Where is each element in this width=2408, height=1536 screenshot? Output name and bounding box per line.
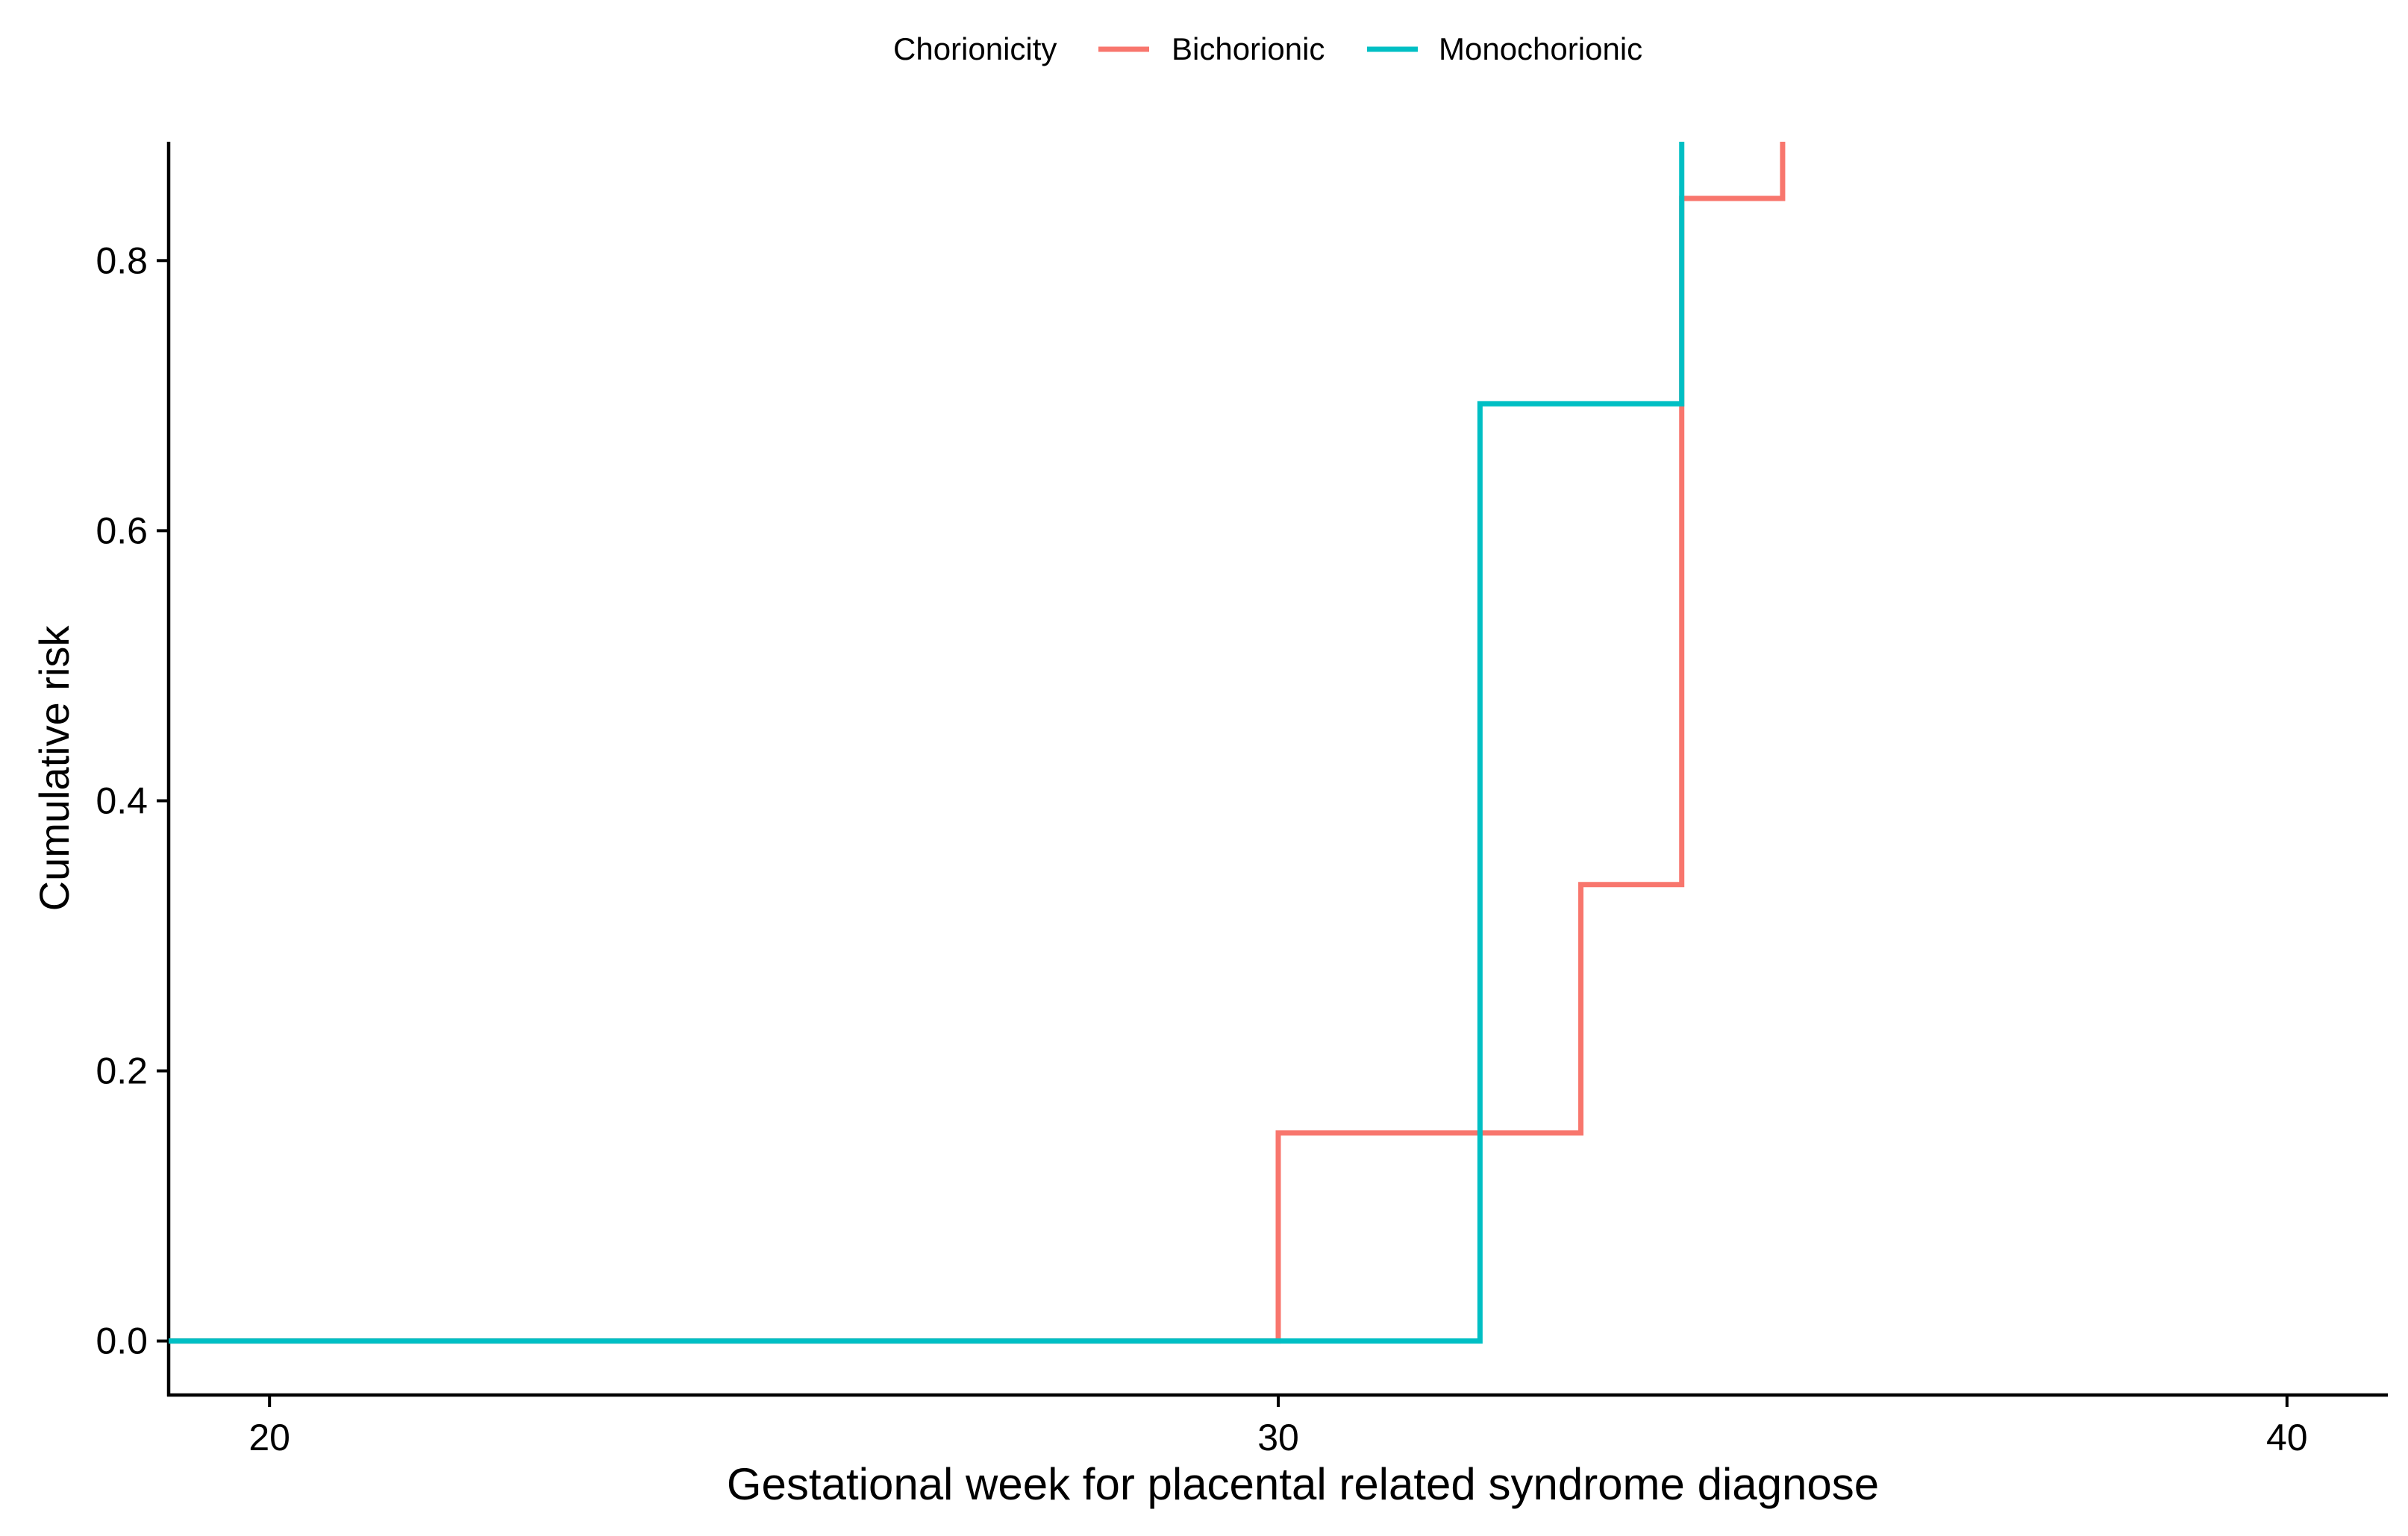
legend-title: Chorionicity xyxy=(893,31,1057,66)
x-tick-label: 30 xyxy=(1257,1417,1299,1458)
y-tick-label: 0.2 xyxy=(96,1050,148,1092)
y-ticks: 0.0 0.2 0.4 0.6 0.8 xyxy=(96,239,169,1362)
y-tick-label: 0.8 xyxy=(96,239,148,281)
y-axis-title: Cumulative risk xyxy=(31,625,78,912)
series-line-bichorionic xyxy=(169,142,1786,1344)
x-axis-title: Gestational week for placental related s… xyxy=(727,1459,1879,1509)
x-tick-label: 40 xyxy=(2266,1417,2308,1458)
x-ticks: 20 30 40 xyxy=(248,1395,2308,1458)
y-tick-label: 0.0 xyxy=(96,1320,148,1362)
x-tick-label: 20 xyxy=(248,1417,290,1458)
y-tick-label: 0.4 xyxy=(96,780,148,821)
legend-label-monochorionic: Monochorionic xyxy=(1439,31,1642,66)
legend-label-bichorionic: Bichorionic xyxy=(1172,31,1325,66)
legend: Chorionicity Bichorionic Monochorionic xyxy=(893,31,1642,66)
y-tick-label: 0.6 xyxy=(96,510,148,551)
series-line-monochorionic xyxy=(169,142,1685,1344)
series-layer xyxy=(169,142,1786,1344)
